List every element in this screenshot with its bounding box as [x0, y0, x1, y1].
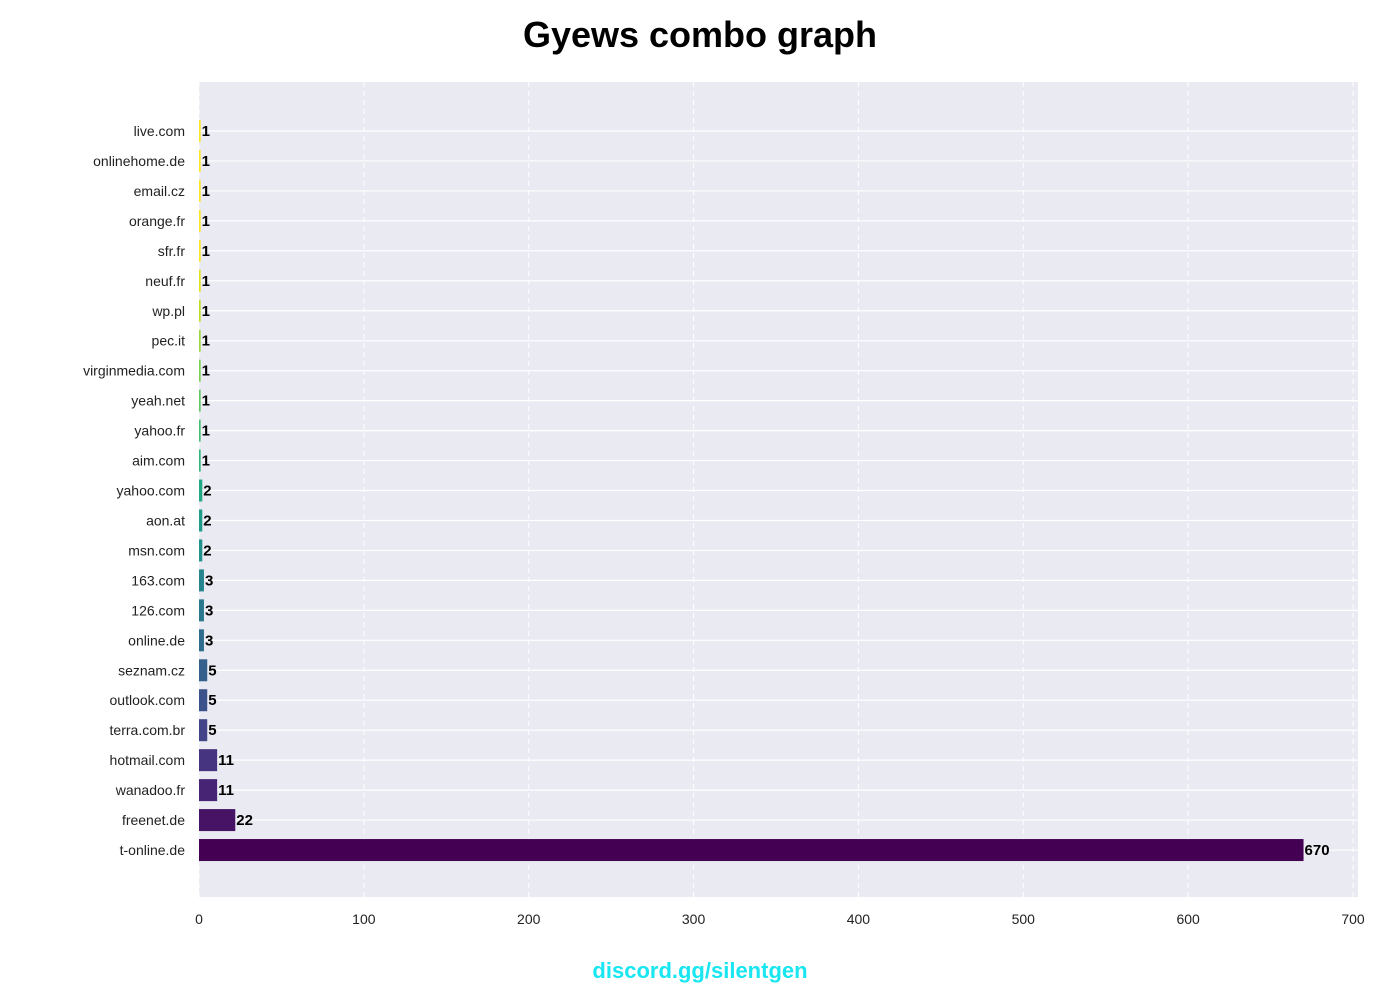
data-label: 1 [202, 153, 210, 170]
y-tick-label: aim.com [132, 453, 185, 469]
bars [199, 120, 1304, 862]
y-tick-label: t-online.de [120, 842, 186, 858]
data-label: 1 [202, 183, 210, 200]
bar [199, 269, 201, 292]
bar [199, 839, 1304, 862]
data-label: 22 [236, 812, 253, 829]
y-tick-label: outlook.com [110, 692, 185, 708]
bar [199, 509, 203, 532]
data-label: 2 [203, 483, 211, 500]
bar [199, 449, 201, 472]
y-tick-label: aon.at [146, 512, 185, 528]
x-tick-label: 300 [682, 911, 706, 927]
bar [199, 809, 236, 832]
bar [199, 359, 201, 382]
data-label: 11 [218, 752, 234, 769]
y-tick-label: terra.com.br [110, 722, 186, 738]
bar [199, 539, 203, 562]
bar [199, 179, 201, 202]
y-tick-label: msn.com [128, 542, 185, 558]
data-label: 1 [202, 393, 210, 410]
data-label: 2 [203, 542, 211, 559]
y-tick-label: 126.com [131, 602, 185, 618]
y-tick-label: hotmail.com [110, 752, 185, 768]
data-label: 1 [202, 363, 210, 380]
bar [199, 149, 201, 172]
bar [199, 689, 208, 712]
bar [199, 659, 208, 682]
data-label: 3 [205, 602, 213, 619]
data-label: 1 [202, 123, 210, 140]
x-tick-label: 500 [1012, 911, 1036, 927]
bar [199, 329, 201, 352]
bar [199, 419, 201, 442]
data-label: 5 [208, 692, 216, 709]
bar [199, 389, 201, 412]
y-tick-label: sfr.fr [158, 243, 186, 259]
bar [199, 569, 204, 592]
x-tick-label: 100 [352, 911, 376, 927]
chart-title: Gyews combo graph [522, 14, 878, 55]
y-tick-label: wp.pl [151, 303, 185, 319]
bar [199, 779, 218, 802]
y-tick-label: seznam.cz [118, 662, 185, 678]
y-tick-label: online.de [128, 632, 185, 648]
bar [199, 629, 204, 652]
bar [199, 299, 201, 322]
data-label: 1 [202, 453, 210, 470]
x-tick-label: 600 [1176, 911, 1200, 927]
x-tick-labels: 0 100 200 300 400 500 600 700 [195, 911, 1365, 927]
data-label: 1 [202, 303, 210, 320]
y-tick-label: orange.fr [129, 213, 185, 229]
data-label: 1 [202, 273, 210, 290]
y-tick-label: pec.it [152, 333, 186, 349]
grid-lines [198, 82, 1358, 897]
bar [199, 120, 201, 142]
data-label: 1 [202, 213, 210, 230]
bar [199, 479, 203, 502]
footer-link[interactable]: discord.gg/silentgen [592, 958, 808, 983]
x-tick-label: 200 [517, 911, 541, 927]
y-tick-label: freenet.de [122, 812, 185, 828]
y-tick-labels: t-online.de freenet.de wanadoo.fr hotmail.c… [83, 123, 185, 858]
y-tick-label: yahoo.fr [134, 423, 185, 439]
data-label: 1 [202, 423, 210, 440]
data-label: 5 [208, 722, 216, 739]
bar [199, 209, 201, 232]
x-tick-label: 0 [195, 911, 203, 927]
y-tick-label: live.com [134, 123, 185, 139]
y-tick-label: email.cz [134, 183, 185, 199]
y-tick-label: yeah.net [131, 393, 185, 409]
bar [199, 749, 218, 772]
x-tick-label: 400 [847, 911, 871, 927]
y-tick-label: wanadoo.fr [115, 782, 186, 798]
y-tick-label: virginmedia.com [83, 363, 185, 379]
data-label: 670 [1305, 842, 1330, 859]
data-label: 5 [208, 662, 216, 679]
bar [199, 599, 204, 622]
y-tick-label: yahoo.com [117, 483, 185, 499]
data-label: 3 [205, 572, 213, 589]
bar [199, 239, 201, 262]
plot-area [199, 82, 1358, 897]
y-tick-label: neuf.fr [145, 273, 185, 289]
y-tick-label: 163.com [131, 572, 185, 588]
data-label: 11 [218, 782, 234, 799]
bar [199, 719, 208, 742]
data-label: 2 [203, 512, 211, 529]
data-label: 1 [202, 333, 210, 350]
y-tick-label: onlinehome.de [93, 153, 185, 169]
data-label: 1 [202, 243, 210, 260]
data-label: 3 [205, 632, 213, 649]
x-tick-label: 700 [1341, 911, 1365, 927]
